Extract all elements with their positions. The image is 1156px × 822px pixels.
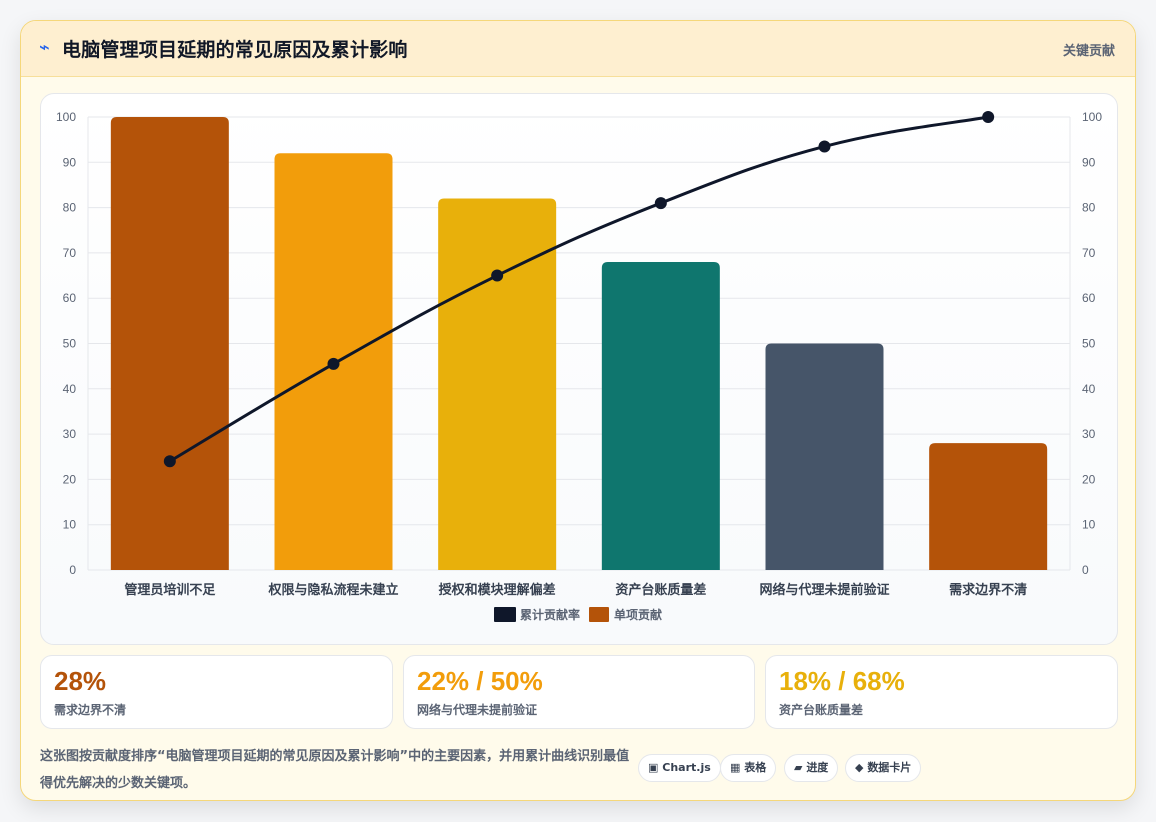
chip-chartjs[interactable]: ▣ Chart.js xyxy=(638,754,721,782)
cumulative-point xyxy=(818,140,831,153)
x-tick-label: 资产台账质量差 xyxy=(615,582,706,598)
y2-tick-label: 30 xyxy=(1082,427,1096,441)
legend-label: 单项贡献 xyxy=(614,607,662,622)
y-tick-label: 20 xyxy=(63,472,77,486)
card-header: ⌁ 电脑管理项目延期的常见原因及累计影响 关键贡献 xyxy=(21,21,1135,77)
y-tick-label: 100 xyxy=(56,110,76,124)
chart-card: ⌁ 电脑管理项目延期的常见原因及累计影响 关键贡献 0 0 10 10 20 20 30 30… xyxy=(20,20,1136,801)
chart-description: 这张图按贡献度排序“电脑管理项目延期的常见原因及累计影响”中的主要因素，并用累计… xyxy=(40,749,630,791)
x-tick-label: 授权和模块理解偏差 xyxy=(439,582,556,598)
y-tick-label: 60 xyxy=(63,291,77,305)
stat-label: 需求边界不清 xyxy=(54,703,127,717)
chip-label: 数据卡片 xyxy=(867,761,912,774)
y-tick-label: 30 xyxy=(63,427,77,441)
stat-card-2: 22% / 50% 网络与代理未提前验证 xyxy=(403,655,755,729)
y-tick-label: 40 xyxy=(63,382,77,396)
y2-tick-label: 50 xyxy=(1082,337,1096,351)
cumulative-point xyxy=(982,111,995,123)
chip-label: 表格 xyxy=(744,761,767,774)
chip-label: Chart.js xyxy=(662,761,711,774)
stat-label: 资产台账质量差 xyxy=(779,703,864,717)
diamond-icon: ◆ xyxy=(855,761,864,774)
chip-progress[interactable]: ▰ 进度 xyxy=(784,754,839,782)
table-icon: ▦ xyxy=(730,761,741,774)
chip-data-card[interactable]: ◆ 数据卡片 xyxy=(845,754,922,782)
y2-tick-label: 40 xyxy=(1082,382,1096,396)
y2-tick-label: 20 xyxy=(1082,472,1096,486)
stat-value: 18% / 68% xyxy=(779,666,905,696)
chip-table[interactable]: ▦ 表格 xyxy=(720,754,777,782)
cumulative-point xyxy=(327,357,340,370)
x-tick-label: 需求边界不清 xyxy=(949,582,1027,598)
cumulative-point xyxy=(163,455,176,468)
progress-icon: ▰ xyxy=(794,761,803,774)
y2-tick-label: 100 xyxy=(1082,110,1102,124)
x-tick-label: 网络与代理未提前验证 xyxy=(759,582,889,598)
x-tick-label: 权限与隐私流程未建立 xyxy=(267,582,398,598)
y2-tick-label: 70 xyxy=(1082,246,1096,260)
y2-tick-label: 90 xyxy=(1082,155,1096,169)
bolt-icon: ⌁ xyxy=(39,37,50,58)
chart-title: 电脑管理项目延期的常见原因及累计影响 xyxy=(62,39,408,61)
legend-swatch-line xyxy=(494,607,516,622)
y2-tick-label: 0 xyxy=(1082,563,1089,577)
bar xyxy=(765,343,884,570)
y2-tick-label: 60 xyxy=(1082,291,1096,305)
stat-label: 网络与代理未提前验证 xyxy=(417,703,538,717)
bar xyxy=(929,443,1048,570)
stat-value: 22% / 50% xyxy=(417,666,543,696)
y-tick-label: 10 xyxy=(63,518,77,532)
header-tag: 关键贡献 xyxy=(1062,44,1115,59)
chart-panel: 0 0 10 10 20 20 30 30 40 40 50 50 60 60 70 70 80 80 90 90 10… xyxy=(40,93,1118,645)
y2-tick-label: 80 xyxy=(1082,201,1096,215)
chip-label: 进度 xyxy=(806,761,829,774)
y2-tick-label: 10 xyxy=(1082,518,1096,532)
cumulative-point xyxy=(654,197,667,210)
pareto-chart: 0 0 10 10 20 20 30 30 40 40 50 50 60 60 70 70 80 80 90 90 10… xyxy=(56,110,1102,622)
stat-card-1: 28% 需求边界不清 xyxy=(40,655,393,729)
legend-swatch-bar xyxy=(589,607,609,622)
stat-value: 28% xyxy=(54,666,107,696)
y-tick-label: 0 xyxy=(69,563,76,577)
cumulative-line xyxy=(169,115,989,463)
cumulative-point xyxy=(491,269,504,282)
chart-icon: ▣ xyxy=(648,761,659,774)
bar xyxy=(601,261,720,570)
x-tick-label: 管理员培训不足 xyxy=(124,582,216,598)
bar xyxy=(110,117,229,570)
stat-card-3: 18% / 68% 资产台账质量差 xyxy=(765,655,1118,729)
y-tick-label: 70 xyxy=(63,246,77,260)
y-tick-label: 50 xyxy=(63,337,77,351)
y-tick-label: 80 xyxy=(63,201,77,215)
legend-label: 累计贡献率 xyxy=(520,607,580,622)
y-tick-label: 90 xyxy=(63,155,77,169)
